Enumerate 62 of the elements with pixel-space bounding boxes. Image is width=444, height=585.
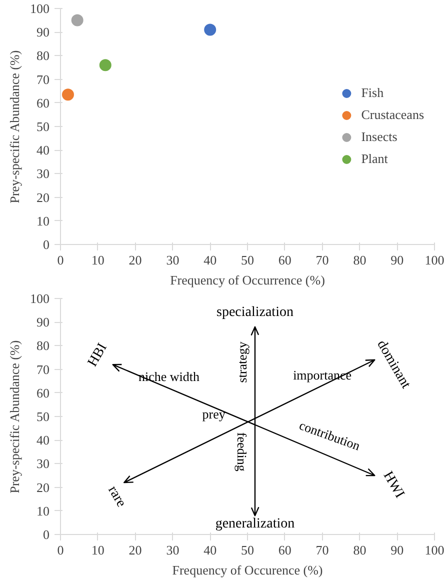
x-tick-label: 20: [128, 252, 142, 268]
x-tick-label: 100: [424, 252, 444, 268]
x-tick-label: 10: [91, 252, 104, 268]
x-tick-label: 70: [316, 252, 329, 268]
x-tick-label: 50: [241, 542, 254, 558]
x-tick-label: 10: [91, 542, 104, 558]
annotation: generalization: [215, 516, 295, 532]
point: [99, 59, 112, 72]
x-tick-label: 100: [424, 542, 444, 558]
y-tick-label: 40: [36, 432, 50, 448]
x-axis-title: Frequency of Occurence (%): [172, 562, 323, 578]
point: [62, 88, 74, 101]
x-tick-label: 60: [278, 252, 292, 268]
annotation: feeding: [234, 432, 250, 472]
x-axis-title: Frequency of Occurrence (%): [170, 272, 325, 288]
y-tick-label: 10: [36, 213, 50, 228]
point: [71, 14, 84, 26]
y-tick-label: 40: [36, 142, 50, 158]
y-tick-label: 30: [36, 166, 50, 182]
x-tick-label: 20: [128, 542, 142, 558]
x-tick-label: 90: [390, 252, 404, 268]
x-tick-label: 80: [353, 542, 366, 558]
x-tick-label: 80: [353, 252, 366, 268]
x-tick-label: 40: [204, 252, 217, 268]
legend-label: Crustaceans: [361, 107, 424, 123]
y-tick-label: 100: [30, 291, 50, 306]
x-tick-label: 70: [316, 542, 329, 558]
y-tick-label: 80: [36, 338, 50, 354]
legend-label: Insects: [361, 129, 398, 145]
x-tick-label: 60: [278, 542, 292, 558]
y-axis-title: Prey-specific Abundance (%): [7, 50, 22, 204]
x-tick-label: 30: [166, 542, 180, 558]
y-tick-label: 50: [36, 119, 50, 134]
y-tick-label: 50: [36, 409, 50, 424]
y-tick-label: 20: [36, 190, 50, 205]
x-tick-label: 50: [241, 252, 254, 268]
x-tick-label: 0: [57, 542, 64, 558]
y-tick-label: 60: [36, 385, 50, 400]
x-tick-label: 90: [390, 542, 404, 558]
point: [204, 24, 216, 36]
legend-label: Plant: [361, 151, 388, 167]
x-tick-label: 30: [166, 252, 180, 268]
annotation: strategy: [234, 341, 250, 383]
annotation: prey: [202, 406, 226, 422]
y-tick-label: 0: [43, 527, 50, 542]
y-tick-label: 10: [36, 503, 50, 518]
x-tick-label: 40: [204, 542, 217, 558]
y-tick-label: 20: [36, 480, 50, 495]
y-tick-label: 60: [36, 95, 50, 110]
y-tick-label: 0: [43, 237, 50, 252]
y-axis-title: Prey-specific Abundance (%): [7, 340, 22, 494]
y-tick-label: 30: [36, 456, 50, 472]
annotation: specialization: [216, 305, 294, 320]
y-tick-label: 70: [36, 72, 50, 87]
x-tick-label: 0: [57, 252, 64, 268]
y-tick-label: 90: [36, 314, 50, 330]
legend-label: Fish: [361, 85, 384, 101]
annotation: rare: [104, 484, 129, 510]
y-tick-label: 70: [36, 362, 50, 377]
y-tick-label: 90: [36, 24, 50, 40]
y-tick-label: 100: [30, 1, 50, 16]
y-tick-label: 80: [36, 48, 50, 64]
